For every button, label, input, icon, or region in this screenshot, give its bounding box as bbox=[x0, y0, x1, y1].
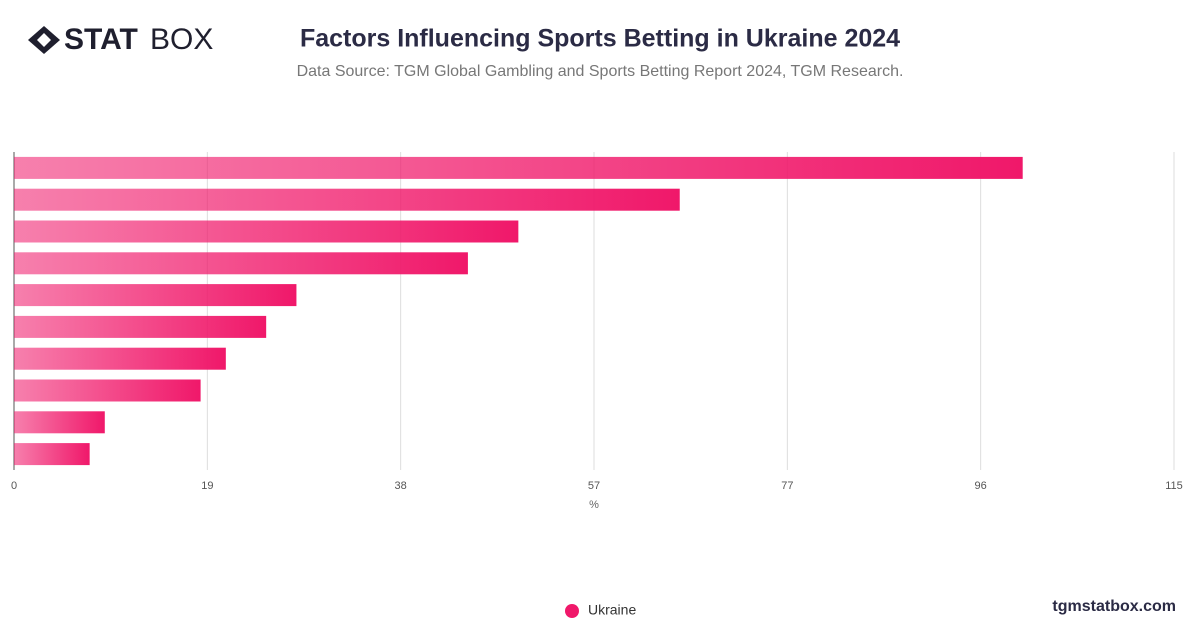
legend-marker bbox=[565, 604, 579, 618]
bar bbox=[14, 252, 468, 275]
logo-light: BOX bbox=[150, 23, 213, 56]
bar bbox=[14, 411, 105, 434]
x-tick-label: 57 bbox=[588, 480, 600, 492]
bar bbox=[14, 379, 201, 402]
x-tick-label: 19 bbox=[201, 480, 213, 492]
logo-icon-inner bbox=[37, 33, 51, 47]
bar bbox=[14, 156, 1023, 179]
bar bbox=[14, 443, 90, 466]
chart-title: Factors Influencing Sports Betting in Uk… bbox=[300, 25, 900, 53]
x-axis-label: % bbox=[589, 499, 599, 511]
site-url: tgmstatbox.com bbox=[1052, 598, 1176, 615]
x-tick-label: 0 bbox=[11, 480, 17, 492]
bar bbox=[14, 188, 680, 211]
legend-label: Ukraine bbox=[588, 602, 636, 618]
x-tick-label: 38 bbox=[395, 480, 407, 492]
bar bbox=[14, 347, 226, 370]
x-tick-label: 77 bbox=[781, 480, 793, 492]
logo: STAT BOX bbox=[28, 23, 213, 56]
x-tick-label: 115 bbox=[1165, 480, 1183, 492]
bar bbox=[14, 220, 519, 243]
logo-bold: STAT bbox=[64, 23, 138, 56]
bar bbox=[14, 315, 267, 338]
bar bbox=[14, 284, 297, 307]
x-tick-label: 96 bbox=[975, 480, 987, 492]
chart-subtitle: Data Source: TGM Global Gambling and Spo… bbox=[297, 63, 904, 80]
